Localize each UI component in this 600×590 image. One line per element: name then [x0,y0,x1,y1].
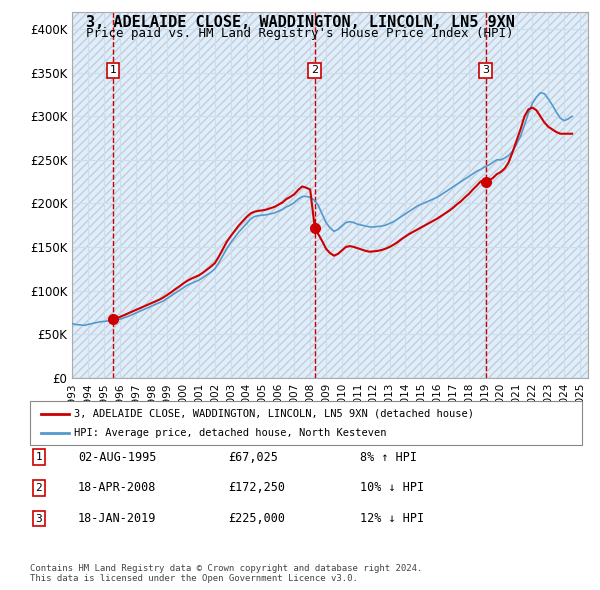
Text: 3, ADELAIDE CLOSE, WADDINGTON, LINCOLN, LN5 9XN: 3, ADELAIDE CLOSE, WADDINGTON, LINCOLN, … [86,15,514,30]
Text: Price paid vs. HM Land Registry's House Price Index (HPI): Price paid vs. HM Land Registry's House … [86,27,514,40]
Text: 18-APR-2008: 18-APR-2008 [78,481,157,494]
Text: £67,025: £67,025 [228,451,278,464]
Text: 2: 2 [35,483,43,493]
Text: 8% ↑ HPI: 8% ↑ HPI [360,451,417,464]
Text: 1: 1 [109,65,116,76]
Text: Contains HM Land Registry data © Crown copyright and database right 2024.
This d: Contains HM Land Registry data © Crown c… [30,563,422,583]
Text: 3: 3 [35,514,43,523]
Text: 12% ↓ HPI: 12% ↓ HPI [360,512,424,525]
Text: 3: 3 [482,65,489,76]
Text: 18-JAN-2019: 18-JAN-2019 [78,512,157,525]
Text: 1: 1 [35,453,43,462]
Text: £225,000: £225,000 [228,512,285,525]
Text: 3, ADELAIDE CLOSE, WADDINGTON, LINCOLN, LN5 9XN (detached house): 3, ADELAIDE CLOSE, WADDINGTON, LINCOLN, … [74,409,474,418]
Text: 02-AUG-1995: 02-AUG-1995 [78,451,157,464]
Text: £172,250: £172,250 [228,481,285,494]
FancyBboxPatch shape [30,401,582,445]
Text: 2: 2 [311,65,319,76]
Text: 10% ↓ HPI: 10% ↓ HPI [360,481,424,494]
Text: HPI: Average price, detached house, North Kesteven: HPI: Average price, detached house, Nort… [74,428,386,438]
